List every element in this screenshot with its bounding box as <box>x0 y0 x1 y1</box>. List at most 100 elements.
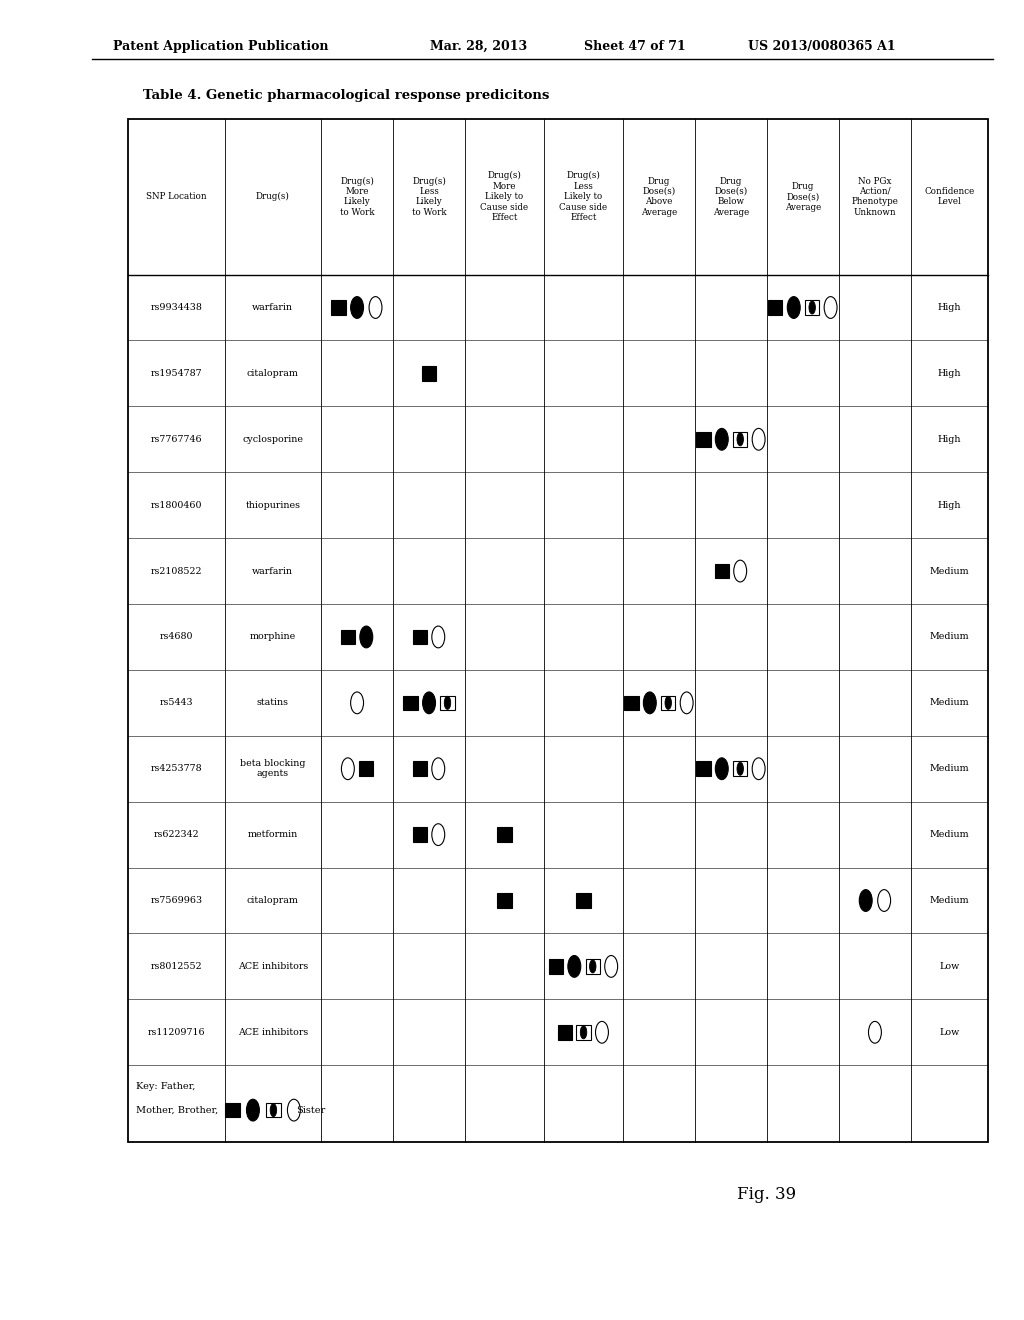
Ellipse shape <box>350 692 364 714</box>
Text: Drug
Dose(s)
Average: Drug Dose(s) Average <box>784 182 821 211</box>
Ellipse shape <box>359 626 373 648</box>
Text: warfarin: warfarin <box>252 304 293 312</box>
Bar <box>413 762 427 776</box>
Text: cyclosporine: cyclosporine <box>243 434 303 444</box>
Text: statins: statins <box>257 698 289 708</box>
Ellipse shape <box>737 762 743 775</box>
Ellipse shape <box>432 626 444 648</box>
Text: morphine: morphine <box>250 632 296 642</box>
Ellipse shape <box>680 692 693 714</box>
Text: rs11209716: rs11209716 <box>147 1028 205 1036</box>
Bar <box>733 432 748 446</box>
Text: rs7569963: rs7569963 <box>151 896 203 906</box>
Ellipse shape <box>568 956 581 977</box>
Text: rs9934438: rs9934438 <box>151 304 202 312</box>
Bar <box>225 1102 240 1117</box>
Text: Drug(s)
Less
Likely
to Work: Drug(s) Less Likely to Work <box>412 177 446 216</box>
Text: Mar. 28, 2013: Mar. 28, 2013 <box>430 40 527 53</box>
Text: Sister: Sister <box>296 1106 326 1114</box>
Text: Mother, Brother,: Mother, Brother, <box>136 1106 218 1114</box>
Ellipse shape <box>444 697 451 709</box>
Ellipse shape <box>859 890 872 911</box>
Text: Drug
Dose(s)
Above
Average: Drug Dose(s) Above Average <box>641 177 677 216</box>
Text: Drug(s)
More
Likely to
Cause side
Effect: Drug(s) More Likely to Cause side Effect <box>480 172 528 222</box>
Text: Sheet 47 of 71: Sheet 47 of 71 <box>584 40 685 53</box>
Text: metformin: metformin <box>248 830 298 840</box>
Text: rs7767746: rs7767746 <box>151 434 202 444</box>
Bar <box>128 119 988 1142</box>
Ellipse shape <box>753 429 765 450</box>
Text: Drug(s)
More
Likely
to Work: Drug(s) More Likely to Work <box>340 177 375 216</box>
Bar <box>549 960 563 974</box>
Text: Drug(s)
Less
Likely to
Cause side
Effect: Drug(s) Less Likely to Cause side Effect <box>559 172 607 222</box>
Text: rs5443: rs5443 <box>160 698 194 708</box>
Bar <box>662 696 676 710</box>
Text: Low: Low <box>939 962 959 972</box>
Bar <box>733 762 748 776</box>
Bar <box>332 300 346 314</box>
Bar <box>341 630 355 644</box>
Ellipse shape <box>753 758 765 780</box>
Text: rs4680: rs4680 <box>160 632 194 642</box>
Ellipse shape <box>605 956 617 977</box>
Text: citalopram: citalopram <box>247 368 299 378</box>
Ellipse shape <box>369 297 382 318</box>
Bar <box>403 696 418 710</box>
Text: Medium: Medium <box>930 830 970 840</box>
Bar <box>715 564 729 578</box>
Text: High: High <box>938 368 962 378</box>
Bar <box>266 1102 281 1117</box>
Bar <box>696 762 711 776</box>
Text: Table 4. Genetic pharmacological response predicitons: Table 4. Genetic pharmacological respons… <box>143 88 550 102</box>
Text: Medium: Medium <box>930 896 970 906</box>
Ellipse shape <box>809 301 815 314</box>
Text: SNP Location: SNP Location <box>146 193 207 201</box>
Text: ACE inhibitors: ACE inhibitors <box>238 962 308 972</box>
Text: Drug(s): Drug(s) <box>256 193 290 201</box>
Ellipse shape <box>270 1104 276 1117</box>
Ellipse shape <box>432 824 444 846</box>
Ellipse shape <box>787 297 800 318</box>
Text: rs1954787: rs1954787 <box>151 368 202 378</box>
Text: High: High <box>938 434 962 444</box>
Text: Medium: Medium <box>930 632 970 642</box>
Text: ACE inhibitors: ACE inhibitors <box>238 1028 308 1036</box>
Text: rs1800460: rs1800460 <box>151 500 202 510</box>
Bar <box>696 432 711 446</box>
Ellipse shape <box>737 433 743 446</box>
Text: High: High <box>938 500 962 510</box>
Bar <box>440 696 455 710</box>
Text: rs2108522: rs2108522 <box>151 566 202 576</box>
Ellipse shape <box>423 692 435 714</box>
Bar <box>577 894 591 908</box>
Ellipse shape <box>868 1022 882 1043</box>
Text: thiopurines: thiopurines <box>246 500 300 510</box>
Bar <box>625 696 639 710</box>
Ellipse shape <box>581 1026 587 1039</box>
Text: Fig. 39: Fig. 39 <box>737 1187 797 1203</box>
Text: citalopram: citalopram <box>247 896 299 906</box>
Ellipse shape <box>432 758 444 780</box>
Text: Low: Low <box>939 1028 959 1036</box>
Ellipse shape <box>734 560 746 582</box>
Text: Medium: Medium <box>930 698 970 708</box>
Bar <box>577 1026 591 1040</box>
Text: Medium: Medium <box>930 566 970 576</box>
Text: Medium: Medium <box>930 764 970 774</box>
Bar <box>768 300 782 314</box>
Ellipse shape <box>824 297 837 318</box>
Ellipse shape <box>665 697 672 709</box>
Bar <box>498 894 512 908</box>
Text: rs622342: rs622342 <box>154 830 199 840</box>
Text: warfarin: warfarin <box>252 566 293 576</box>
Text: beta blocking
agents: beta blocking agents <box>240 759 305 779</box>
Ellipse shape <box>716 758 728 780</box>
Text: Patent Application Publication: Patent Application Publication <box>113 40 328 53</box>
Ellipse shape <box>596 1022 608 1043</box>
Text: rs4253778: rs4253778 <box>151 764 202 774</box>
Ellipse shape <box>247 1100 259 1121</box>
Bar <box>422 366 436 380</box>
Ellipse shape <box>350 297 364 318</box>
Ellipse shape <box>643 692 656 714</box>
Ellipse shape <box>341 758 354 780</box>
